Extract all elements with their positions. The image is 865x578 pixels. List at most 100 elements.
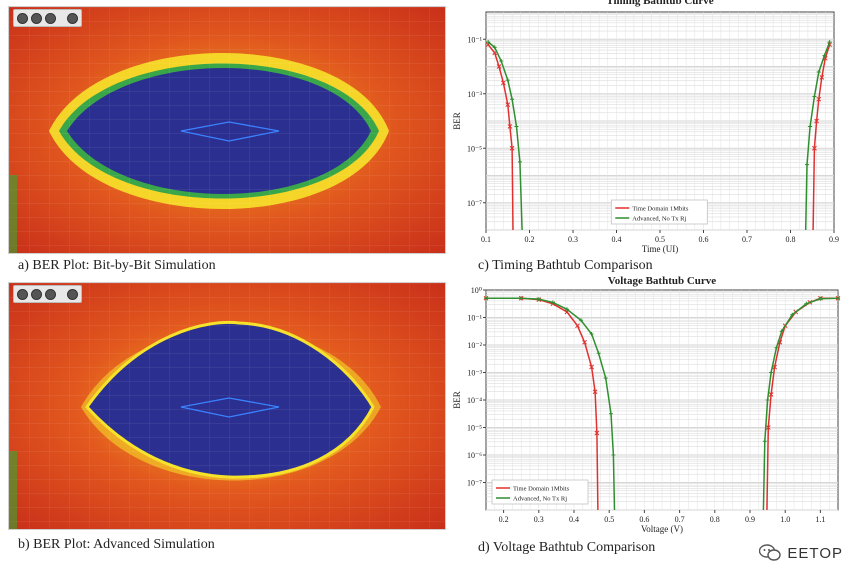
- data-point: [818, 296, 823, 301]
- data-point: [589, 332, 594, 336]
- y-tick-label: 10⁻³: [467, 369, 482, 378]
- zoom-out-icon[interactable]: [31, 288, 42, 300]
- caption-c: c) Timing Bathtub Comparison: [478, 258, 653, 273]
- x-tick-label: 0.4: [612, 235, 622, 244]
- data-point: [808, 124, 813, 129]
- timing-bathtub-chart: Timing Bathtub Curve 0.1 0.2 0.3 0.4 0.5 0.6 0.…: [452, 0, 839, 254]
- data-point: [486, 39, 491, 44]
- data-point: [592, 389, 598, 395]
- y-axis-label: BER: [452, 391, 462, 409]
- data-point: [769, 370, 774, 375]
- data-point: [505, 102, 511, 108]
- y-tick-label: 10⁰: [471, 286, 482, 295]
- zoom-out-icon[interactable]: [31, 12, 42, 24]
- y-tick-label: 10⁻³: [467, 90, 482, 99]
- x-axis-label: Voltage (V): [641, 524, 683, 534]
- eetop-logo: EETOP: [759, 544, 843, 562]
- legend-box: [491, 479, 589, 505]
- caption-b: b) BER Plot: Advanced Simulation: [18, 537, 215, 552]
- eye-a-mask-diamond: [180, 121, 280, 142]
- refresh-icon[interactable]: [45, 12, 56, 24]
- data-point: [594, 430, 600, 436]
- data-point: [812, 145, 817, 151]
- x-tick-label: 1.0: [780, 515, 790, 524]
- data-point: [762, 439, 767, 444]
- series-line: [487, 41, 523, 231]
- data-point: [484, 296, 488, 301]
- data-point: [507, 124, 513, 129]
- x-tick-label: 0.9: [745, 515, 755, 524]
- zoom-icon[interactable]: [17, 288, 28, 300]
- data-point: [790, 312, 795, 317]
- logo-text: EETOP: [787, 544, 843, 562]
- data-point: [768, 392, 774, 397]
- data-point: [608, 411, 613, 416]
- legend-entry: Time Domain 1Mbits: [632, 206, 689, 213]
- data-point: [611, 453, 616, 457]
- caption-a: a) BER Plot: Bit-by-Bit Simulation: [18, 258, 216, 273]
- x-tick-label: 0.2: [499, 515, 509, 524]
- y-tick-label: 10⁻¹: [467, 314, 482, 323]
- data-point: [517, 159, 522, 164]
- legend-entry: Advanced, No Tx Rj: [632, 216, 686, 223]
- series-line: [486, 297, 616, 511]
- data-point: [510, 97, 515, 102]
- y-axis-label: BER: [452, 112, 462, 130]
- data-point: [816, 69, 821, 74]
- x-tick-label: 0.3: [568, 235, 578, 244]
- chat-bubbles-icon: [759, 544, 782, 562]
- x-tick-label: 0.8: [786, 235, 796, 244]
- data-point: [596, 351, 601, 356]
- data-point: [814, 118, 819, 124]
- eye-b-mask-diamond: [180, 397, 280, 418]
- x-tick-label: 0.2: [525, 235, 535, 244]
- y-tick-label: 10⁻⁶: [467, 451, 482, 460]
- x-tick-label: 0.5: [604, 515, 614, 524]
- y-tick-label: 10⁻²: [467, 341, 482, 350]
- data-point: [805, 162, 810, 167]
- x-tick-label: 0.3: [534, 515, 544, 524]
- x-tick-label: 0.1: [481, 235, 491, 244]
- data-point: [564, 307, 569, 312]
- x-tick-label: 0.4: [569, 515, 579, 524]
- data-point: [550, 300, 555, 305]
- refresh-icon[interactable]: [45, 288, 56, 300]
- data-point: [827, 39, 832, 44]
- x-tick-label: 0.7: [675, 515, 685, 524]
- settings-icon[interactable]: [67, 288, 78, 300]
- data-point: [496, 64, 502, 69]
- data-point: [836, 296, 840, 301]
- y-tick-label: 10⁻⁷: [467, 199, 482, 208]
- data-point: [536, 297, 541, 302]
- x-tick-label: 1.1: [815, 515, 825, 524]
- legend-box: [610, 199, 708, 225]
- data-point: [492, 45, 497, 50]
- data-point: [812, 94, 817, 99]
- y-tick-label: 10⁻⁵: [467, 144, 482, 153]
- settings-icon[interactable]: [67, 12, 78, 24]
- data-point: [519, 296, 524, 301]
- legend-entry: Advanced, No Tx Rj: [513, 496, 567, 503]
- eye-plot-a-svg: [9, 7, 445, 253]
- data-point: [582, 339, 587, 345]
- eye-a-toolbar: [13, 9, 82, 27]
- eye-b-toolbar: [13, 285, 82, 303]
- data-point: [509, 145, 515, 151]
- y-tick-label: 10⁻⁴: [467, 396, 482, 405]
- x-tick-label: 0.7: [742, 235, 752, 244]
- data-point: [514, 124, 519, 129]
- y-tick-label: 10⁻⁵: [467, 424, 482, 433]
- data-point: [501, 80, 506, 86]
- y-tick-label: 10⁻¹: [467, 35, 482, 44]
- data-point: [816, 96, 822, 102]
- x-tick-label: 0.9: [829, 235, 839, 244]
- eye-plot-b: [8, 282, 446, 530]
- data-point: [603, 376, 608, 380]
- chart-title: Voltage Bathtub Curve: [608, 275, 716, 287]
- x-tick-label: 0.5: [655, 235, 665, 244]
- x-axis-label: Time (UI): [642, 244, 678, 254]
- zoom-icon[interactable]: [17, 12, 28, 24]
- data-point: [822, 53, 827, 58]
- series-line: [762, 297, 839, 511]
- data-point: [819, 75, 825, 80]
